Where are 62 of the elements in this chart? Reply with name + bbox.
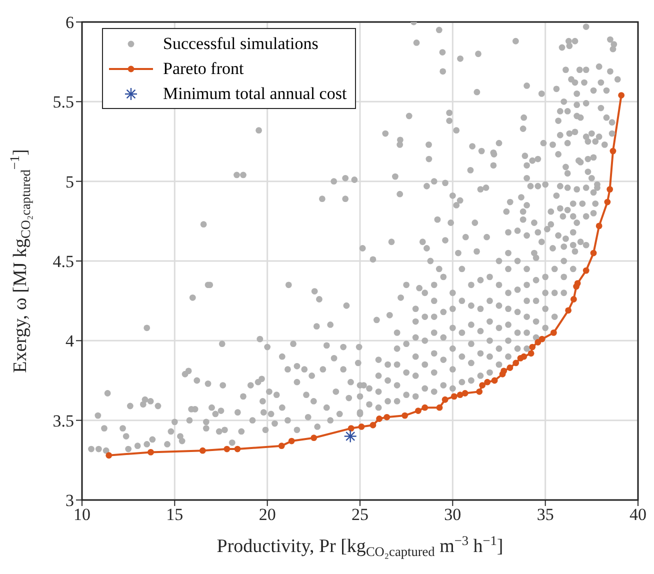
- point: [491, 377, 498, 384]
- legend-label: Pareto front: [163, 58, 244, 80]
- point: [422, 404, 428, 411]
- legend-label: Minimum total annual cost: [163, 83, 347, 105]
- x-tick-label: 20: [258, 505, 276, 524]
- point: [376, 416, 382, 422]
- point: [234, 446, 241, 452]
- point: [278, 442, 285, 450]
- point: [528, 350, 534, 357]
- point: [106, 452, 112, 459]
- point: [476, 388, 483, 395]
- point: [604, 198, 611, 206]
- point: [500, 368, 508, 374]
- legend-label: Successful simulations: [163, 33, 318, 55]
- point: [484, 378, 491, 386]
- point: [402, 412, 408, 419]
- point: [370, 422, 376, 428]
- x-tick-label: 35: [536, 505, 554, 524]
- point: [529, 344, 536, 350]
- point: [574, 280, 581, 287]
- point: [348, 425, 354, 432]
- y-tick-label: 5.5: [52, 92, 74, 112]
- point: [450, 393, 458, 400]
- point: [618, 92, 625, 98]
- y-tick-label: 3: [66, 491, 74, 510]
- point: [199, 447, 206, 454]
- point: [310, 434, 318, 442]
- point: [582, 267, 590, 274]
- point: [358, 424, 365, 430]
- y-tick-label: 6: [66, 13, 74, 32]
- point: [606, 186, 614, 192]
- point: [596, 222, 602, 230]
- point: [512, 360, 520, 366]
- point: [436, 404, 443, 411]
- x-tick-label: 25: [352, 505, 368, 524]
- point: [506, 364, 514, 371]
- x-tick-label: 10: [74, 505, 90, 524]
- point: [610, 148, 616, 154]
- y-tick-label: 4: [66, 332, 74, 351]
- point: [148, 449, 154, 456]
- x-axis-title: Productivity, Pr [kg$_{CO₂captured}$ m$^{−3}$ h$^{−1}$]: [216, 532, 504, 559]
- point: [384, 414, 390, 420]
- point: [344, 430, 357, 443]
- x-tick-label: 30: [444, 505, 462, 524]
- point: [462, 390, 468, 396]
- point: [550, 330, 557, 336]
- point: [538, 336, 546, 342]
- point: [520, 353, 528, 360]
- y-tick-label: 4.5: [52, 252, 74, 272]
- point: [565, 307, 572, 314]
- point: [442, 396, 448, 403]
- point: [570, 296, 577, 302]
- point: [414, 408, 422, 414]
- point: [590, 250, 597, 256]
- point: [479, 382, 486, 388]
- y-tick-label: 3.5: [52, 411, 74, 430]
- x-tick-label: 40: [630, 505, 646, 524]
- point: [534, 339, 542, 346]
- x-tick-label: 15: [166, 505, 184, 524]
- point: [224, 446, 230, 452]
- point: [288, 438, 295, 444]
- y-tick-label: 5: [66, 172, 74, 192]
